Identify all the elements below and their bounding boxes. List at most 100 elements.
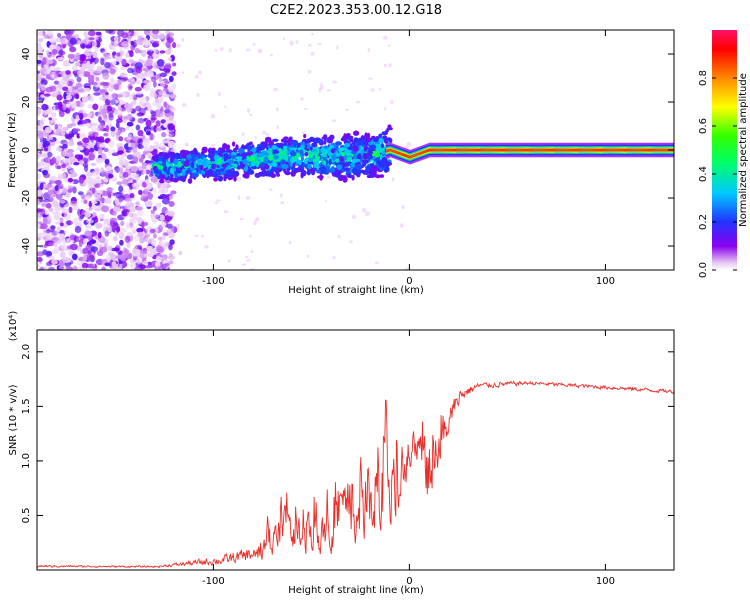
signal-cell bbox=[559, 148, 561, 152]
noise-cell bbox=[91, 212, 97, 217]
noise-cell bbox=[57, 175, 65, 180]
signal-cell bbox=[461, 148, 463, 152]
noise-cell bbox=[155, 110, 164, 117]
noise-cell bbox=[37, 172, 41, 180]
noise-cell bbox=[201, 234, 205, 238]
noise-cell bbox=[103, 178, 109, 183]
colorbar-tick-label: 0.6 bbox=[698, 118, 709, 134]
noise-cell bbox=[83, 31, 89, 37]
band-cell bbox=[289, 151, 297, 157]
noise-cell bbox=[105, 124, 110, 133]
noise-cell bbox=[248, 113, 254, 116]
band-cell bbox=[162, 160, 167, 168]
signal-cell bbox=[525, 148, 527, 152]
signal-cell bbox=[534, 148, 537, 152]
noise-cell bbox=[147, 70, 154, 78]
y-tick-label: -20 bbox=[21, 190, 32, 206]
signal-cell bbox=[465, 148, 467, 152]
signal-cell bbox=[593, 148, 596, 152]
noise-cell bbox=[257, 48, 263, 54]
noise-cell bbox=[152, 206, 157, 211]
noise-cell bbox=[163, 68, 171, 73]
band-cell bbox=[335, 158, 339, 163]
band-cell bbox=[218, 152, 223, 157]
noise-cell bbox=[355, 100, 361, 104]
noise-cell bbox=[172, 120, 176, 126]
signal-cell bbox=[389, 148, 392, 152]
noise-cell bbox=[378, 87, 381, 91]
signal-cell bbox=[424, 150, 426, 154]
noise-cell bbox=[145, 233, 150, 238]
noise-cell bbox=[131, 100, 137, 105]
noise-cell bbox=[139, 97, 148, 102]
signal-cell bbox=[596, 148, 599, 152]
signal-cell bbox=[653, 148, 655, 152]
snr-y-label: SNR (10 * v/v) bbox=[8, 384, 19, 455]
signal-cell bbox=[621, 148, 623, 152]
noise-cell bbox=[44, 210, 49, 215]
noise-cell bbox=[135, 258, 143, 264]
signal-cell bbox=[429, 148, 431, 152]
noise-cell bbox=[250, 250, 254, 254]
signal-cell bbox=[498, 148, 501, 152]
noise-cell bbox=[244, 256, 249, 258]
noise-cell bbox=[121, 178, 129, 185]
noise-cell bbox=[46, 59, 54, 64]
band-cell bbox=[271, 144, 278, 150]
noise-cell bbox=[55, 70, 60, 76]
noise-cell bbox=[163, 122, 168, 128]
noise-cell bbox=[101, 266, 106, 270]
noise-cell bbox=[130, 142, 136, 148]
snr-frame bbox=[36, 329, 675, 571]
noise-cell bbox=[147, 104, 152, 111]
noise-cell bbox=[42, 249, 48, 256]
noise-cell bbox=[104, 197, 112, 204]
noise-cell bbox=[70, 250, 75, 255]
noise-cell bbox=[168, 115, 174, 121]
noise-cell bbox=[145, 169, 151, 175]
y-tick-label: 1.5 bbox=[21, 398, 32, 414]
band-cell bbox=[347, 174, 352, 178]
noise-cell bbox=[140, 49, 147, 57]
signal-cell bbox=[661, 148, 663, 152]
noise-cell bbox=[134, 266, 142, 270]
noise-cell bbox=[86, 60, 91, 68]
noise-cell bbox=[113, 36, 119, 42]
noise-cell bbox=[104, 158, 110, 165]
signal-cell bbox=[451, 148, 454, 152]
signal-cell bbox=[414, 154, 416, 157]
signal-cell bbox=[631, 148, 634, 152]
band-cell bbox=[300, 171, 304, 179]
signal-cell bbox=[586, 148, 589, 152]
signal-cell bbox=[535, 148, 538, 152]
noise-cell bbox=[81, 95, 89, 103]
noise-cell bbox=[270, 53, 273, 57]
noise-cell bbox=[84, 44, 93, 49]
noise-cell bbox=[53, 243, 58, 248]
noise-cell bbox=[62, 151, 67, 156]
signal-cell bbox=[459, 148, 461, 152]
noise-cell bbox=[43, 148, 49, 152]
noise-cell bbox=[132, 156, 139, 164]
noise-cell bbox=[95, 137, 102, 142]
noise-cell bbox=[110, 99, 116, 105]
noise-cell bbox=[44, 184, 53, 189]
band-cell bbox=[270, 173, 277, 179]
band-cell bbox=[378, 133, 383, 138]
signal-cell bbox=[418, 152, 420, 156]
noise-cell bbox=[245, 48, 251, 52]
signal-cell bbox=[388, 148, 391, 152]
noise-cell bbox=[44, 109, 50, 115]
noise-cell bbox=[153, 213, 160, 218]
noise-cell bbox=[156, 246, 164, 253]
signal-cell bbox=[488, 148, 491, 152]
signal-cell bbox=[573, 148, 575, 152]
noise-cell bbox=[132, 146, 138, 153]
signal-cell bbox=[412, 154, 414, 158]
noise-cell bbox=[87, 182, 94, 190]
noise-cell bbox=[37, 162, 45, 166]
band-cell bbox=[297, 147, 302, 151]
x-tick-label: 0 bbox=[406, 576, 412, 587]
band-cell bbox=[268, 147, 273, 155]
